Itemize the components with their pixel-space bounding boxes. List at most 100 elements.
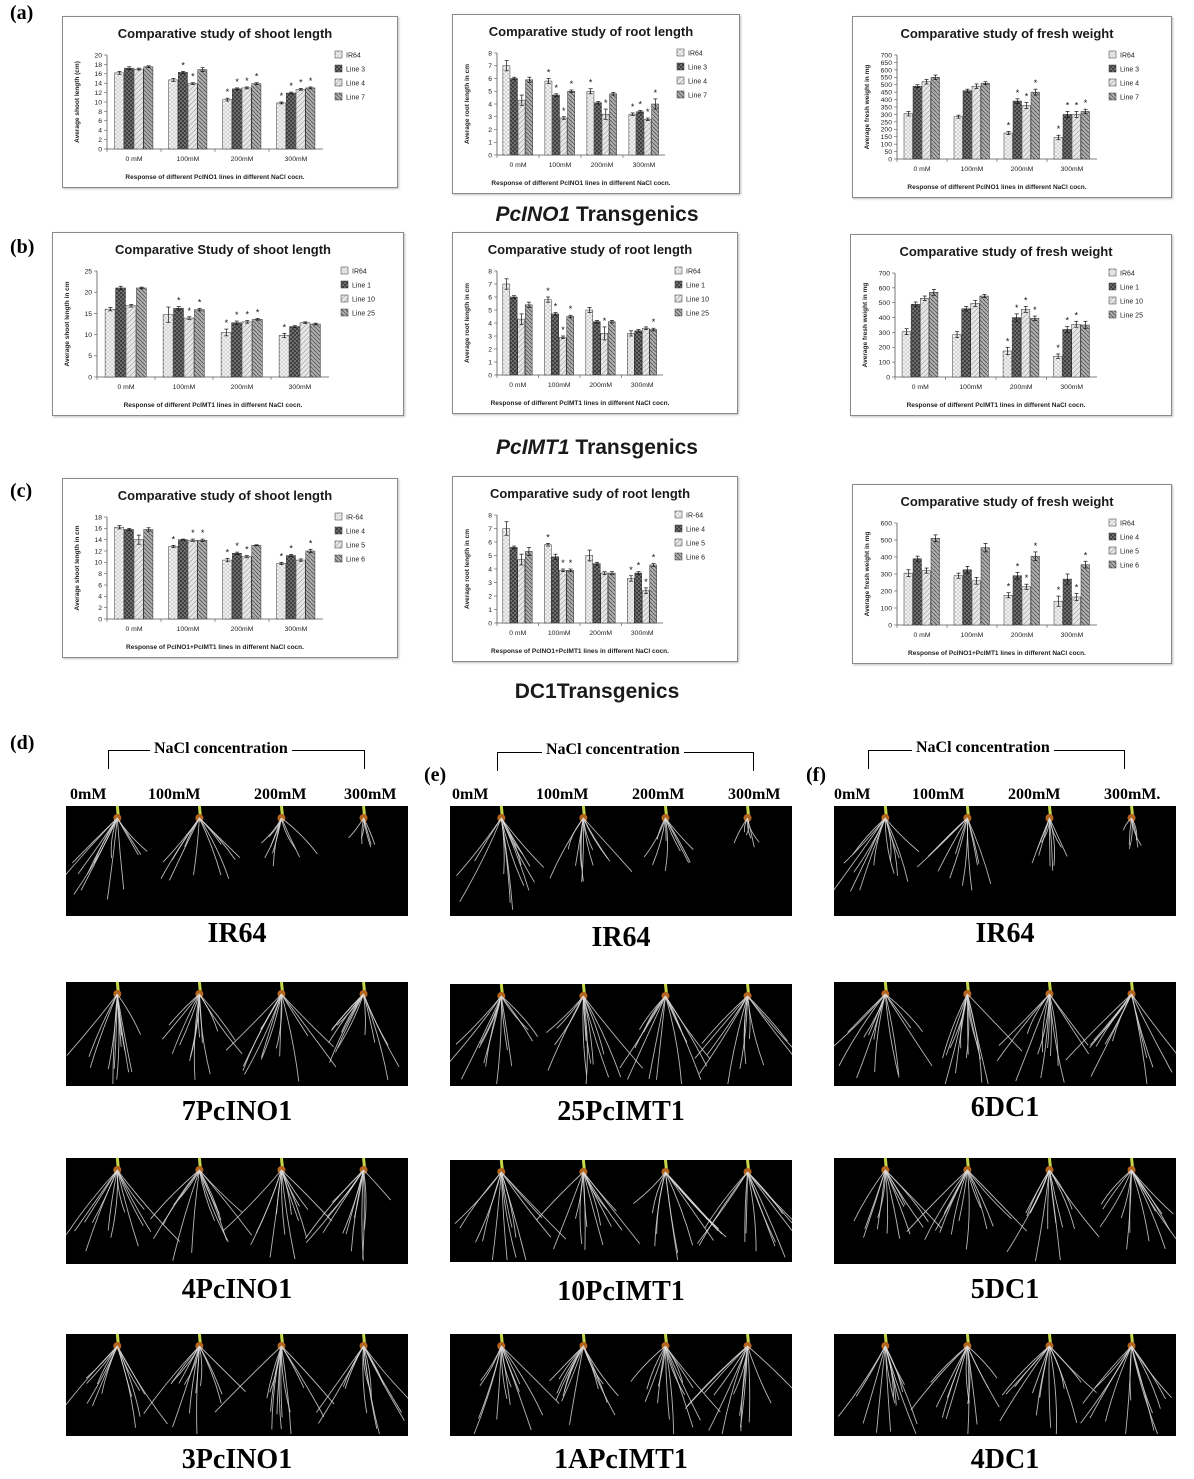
root-strand [198,1345,222,1404]
bar [220,332,232,378]
bar [143,529,154,620]
y-tick-label: 5 [488,307,492,314]
root-strand [1104,1345,1132,1422]
root-strand [966,1169,982,1209]
x-tick-label: 100mM [548,382,571,389]
y-tick-label: 0 [98,146,102,153]
bar [115,287,126,378]
y-tick-label: 6 [98,582,102,589]
root-strand [360,817,365,839]
legend-label: Line 4 [688,79,707,86]
bar [510,547,518,624]
significance-star: * [198,297,202,307]
x-tick-label: 300mM [1061,632,1084,639]
panel-label-c: (c) [10,480,33,502]
x-axis-label: Response of different PcIMT1 lines in di… [124,402,303,409]
root-strand [698,1171,748,1246]
significance-star: * [644,577,648,587]
legend-swatch [334,92,343,101]
root-strand [697,1171,748,1244]
bar [1062,578,1072,626]
significance-star: * [1016,561,1020,571]
y-tick-label: 0 [886,374,890,381]
y-tick-label: 8 [488,268,492,275]
root-strand [500,995,513,1067]
bar [286,555,296,620]
y-tick-label: 7 [488,526,492,533]
root-strand [96,1345,118,1385]
bar [971,580,981,626]
legend-swatch [676,90,685,99]
legend-swatch [1108,546,1117,555]
root-strand [747,995,792,1055]
y-tick-label: 500 [881,537,893,544]
root-strand [1006,1169,1050,1253]
legend-label: IR64 [1120,53,1135,60]
y-axis-label: Average fresh weight in mg [864,532,871,617]
significance-star: * [226,87,230,97]
root-strand [500,1345,508,1399]
bar [1021,105,1031,160]
root-strand [665,995,702,1080]
root-strand [500,1171,527,1261]
legend-label: Line 6 [686,555,705,562]
y-axis-label: Average fresh weight in mg [864,65,871,150]
root-strand [646,1345,666,1390]
bar [552,94,560,156]
root-strand [116,817,142,855]
root-strand [1049,993,1090,1055]
y-tick-label: 6 [98,118,102,125]
root-strand [363,1345,408,1399]
root-strand [546,995,584,1034]
significance-star: * [191,72,195,82]
root-strand [955,993,968,1074]
x-axis-label: Response of PcINO1+PcIMT1 lines in diffe… [908,650,1086,657]
root-strand [1049,1345,1057,1435]
y-tick-label: 100 [881,142,893,149]
root-drawing [853,1158,1176,1262]
root-strand [363,1345,380,1435]
root-strand [706,995,748,1055]
y-tick-label: 600 [881,520,893,527]
root-strand [281,1169,300,1222]
root-strand [885,993,924,1032]
y-tick-label: 1 [488,607,492,614]
significance-star: * [1057,124,1061,134]
legend-swatch [1108,296,1117,305]
root-strand [743,817,748,833]
root-strand [191,1169,200,1253]
bar [566,316,574,376]
root-strand [281,993,300,1082]
root-strand [500,817,530,891]
root-strand [727,995,748,1085]
root-strand [327,1169,364,1217]
x-tick-label: 0 mM [510,162,527,169]
root-strand [701,995,748,1044]
root-strand [1128,817,1132,846]
root-strand [178,1345,200,1384]
root-strand [116,817,148,852]
bar [162,314,174,378]
bar [517,559,525,624]
root-strand [281,993,337,1068]
root-strand [362,1345,371,1391]
root-strand [747,995,751,1040]
bar [241,556,252,620]
chart-title: Comparative study of shoot length [118,488,333,503]
root-strand [363,1345,372,1400]
legend-label: Line 6 [1120,563,1139,570]
bar [1071,324,1081,378]
chart-title: Comparative study of fresh weight [900,494,1114,509]
legend-label: Line 25 [1120,313,1143,320]
root-strand [85,1169,118,1252]
root-strand [665,995,682,1084]
bar [510,78,518,156]
root-strand [965,1169,970,1250]
y-tick-label: 18 [94,514,102,521]
legend-label: IR64 [686,269,701,276]
root-photo-e-ir64 [450,806,792,916]
root-strand [1048,1345,1052,1428]
root-strand [856,993,886,1079]
significance-star: * [1084,550,1088,560]
significance-star: * [652,553,656,563]
